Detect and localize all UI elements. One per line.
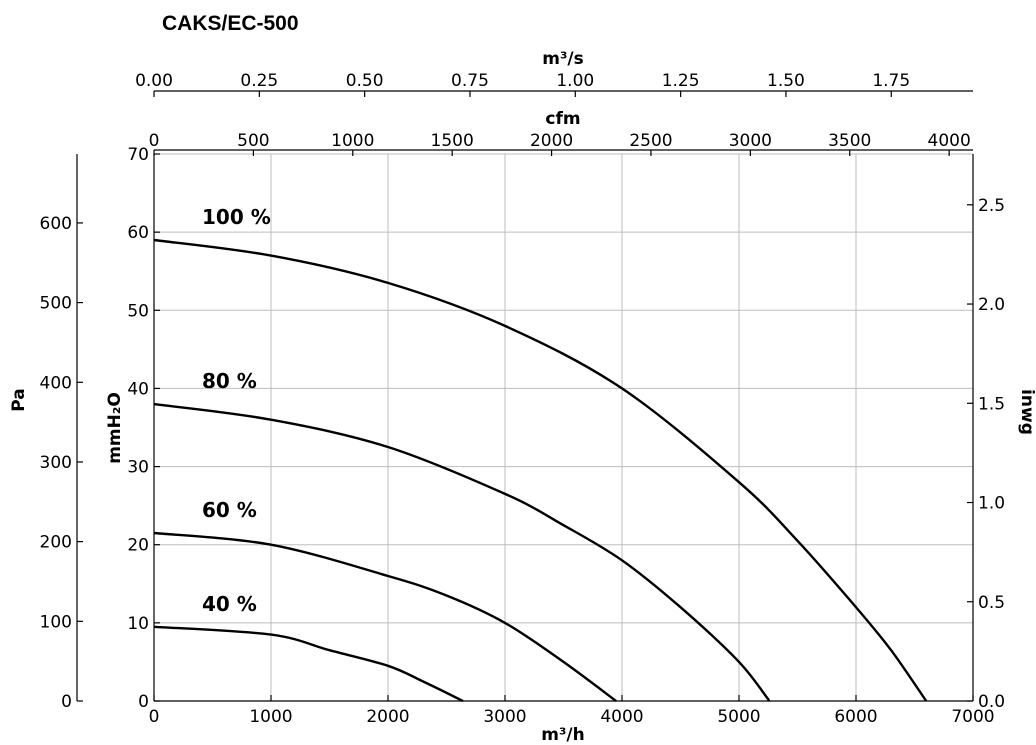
- axis-labels: m³/h cfm m³/s mmH₂O Pa inwg: [9, 49, 1036, 745]
- tick-label-inwg: 0.5: [978, 593, 1005, 613]
- tick-label-inwg: 2.0: [978, 295, 1005, 315]
- tick-label-mmh2o: 50: [127, 301, 149, 321]
- tick-label-m3h: 6000: [834, 707, 877, 727]
- tick-label-pa: 300: [40, 453, 72, 473]
- axis-title-cfm: cfm: [545, 109, 580, 129]
- tick-label-cfm: 500: [237, 131, 269, 151]
- tick-label-m3s: 0.25: [240, 71, 278, 91]
- axis-title-pa: Pa: [9, 388, 29, 411]
- tick-label-mmh2o: 40: [127, 379, 149, 399]
- tick-label-m3s: 1.50: [767, 71, 805, 91]
- tick-label-pa: 0: [61, 692, 72, 712]
- tick-label-mmh2o: 20: [127, 536, 149, 556]
- curve-label-60-percent: 60 %: [202, 498, 257, 522]
- tick-label-pa: 200: [40, 533, 72, 553]
- tick-label-m3s: 0.50: [346, 71, 384, 91]
- tick-label-pa: 500: [40, 294, 72, 314]
- tick-label-m3h: 0: [149, 707, 160, 727]
- curve-40-percent: [153, 625, 464, 703]
- tick-label-cfm: 1000: [331, 131, 374, 151]
- axis-title-inwg: inwg: [1017, 389, 1036, 435]
- tick-label-mmh2o: 70: [127, 145, 149, 165]
- tick-label-m3s: 1.00: [556, 71, 594, 91]
- fan-curves: 100 % 80 % 60 % 40 %: [153, 205, 928, 703]
- tick-label-cfm: 0: [149, 131, 160, 151]
- tick-label-cfm: 1500: [431, 131, 474, 151]
- tick-label-mmh2o: 60: [127, 223, 149, 243]
- tick-label-pa: 400: [40, 373, 72, 393]
- grid: [153, 153, 974, 702]
- curve-label-100-percent: 100 %: [202, 205, 271, 229]
- tick-label-pa: 100: [40, 612, 72, 632]
- chart-title: CAKS/EC-500: [162, 12, 299, 35]
- axis-title-m3h: m³/h: [541, 725, 584, 745]
- axis-title-mmh2o: mmH₂O: [105, 392, 125, 464]
- tick-label-cfm: 2000: [530, 131, 573, 151]
- tick-label-inwg: 2.5: [978, 196, 1005, 216]
- tick-label-cfm: 2500: [629, 131, 672, 151]
- tick-label-inwg: 1.0: [978, 494, 1005, 514]
- curve-80-percent: [153, 402, 771, 702]
- tick-label-m3s: 1.75: [872, 71, 910, 91]
- tick-label-m3h: 1000: [249, 707, 292, 727]
- curve-label-40-percent: 40 %: [202, 592, 257, 616]
- tick-label-inwg: 0.0: [978, 692, 1005, 712]
- tick-label-m3h: 7000: [951, 707, 994, 727]
- tick-label-m3h: 2000: [366, 707, 409, 727]
- curve-label-80-percent: 80 %: [202, 369, 257, 393]
- tick-label-m3h: 4000: [600, 707, 643, 727]
- tick-label-mmh2o: 0: [138, 692, 149, 712]
- tick-label-mmh2o: 10: [127, 614, 149, 634]
- tick-label-pa: 600: [40, 214, 72, 234]
- tick-label-cfm: 4000: [928, 131, 971, 151]
- tick-label-m3h: 5000: [717, 707, 760, 727]
- axis-title-m3s: m³/s: [542, 49, 584, 69]
- tick-label-cfm: 3500: [828, 131, 871, 151]
- axes: [76, 90, 974, 702]
- tick-label-m3s: 0.75: [451, 71, 489, 91]
- curve-60-percent: [153, 531, 617, 702]
- tick-label-m3s: 0.00: [135, 71, 173, 91]
- tick-label-m3s: 1.25: [662, 71, 700, 91]
- tick-label-cfm: 3000: [729, 131, 772, 151]
- tick-label-m3h: 3000: [483, 707, 526, 727]
- curve-100-percent: [153, 238, 928, 702]
- tick-label-mmh2o: 30: [127, 458, 149, 478]
- tick-label-inwg: 1.5: [978, 394, 1005, 414]
